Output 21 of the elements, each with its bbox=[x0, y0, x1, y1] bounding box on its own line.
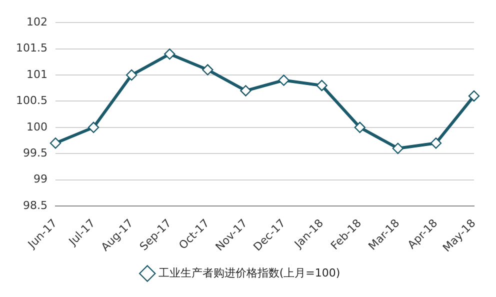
y-tick-label: 100 bbox=[26, 120, 48, 134]
point bbox=[392, 142, 404, 154]
y-tick-label: 102 bbox=[26, 15, 48, 28]
y-tick-label: 99.5 bbox=[22, 146, 48, 160]
point bbox=[354, 122, 366, 134]
point bbox=[126, 69, 138, 81]
point bbox=[202, 64, 214, 76]
point bbox=[316, 80, 328, 92]
point bbox=[278, 74, 290, 86]
y-tick-label: 100.5 bbox=[16, 94, 48, 108]
legend-label: 工业生产者购进价格指数(上月=100) bbox=[158, 266, 340, 280]
point bbox=[240, 85, 252, 96]
point bbox=[164, 48, 176, 60]
point bbox=[50, 138, 62, 149]
y-tick-label: 101.5 bbox=[16, 42, 48, 55]
point bbox=[468, 90, 480, 102]
point bbox=[88, 122, 100, 134]
y-tick-label: 98.5 bbox=[22, 198, 48, 212]
y-tick-label: 101 bbox=[26, 68, 48, 81]
y-tick-label: 99 bbox=[33, 172, 48, 186]
point bbox=[430, 138, 442, 149]
